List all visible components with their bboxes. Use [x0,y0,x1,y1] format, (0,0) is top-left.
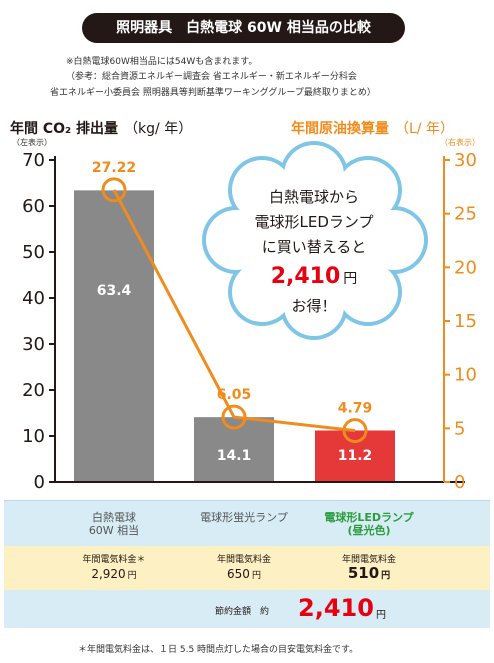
cloud-puff-inner [364,210,424,270]
bar-2 [315,430,395,482]
callout-cloud [202,141,428,340]
callout-amount-unit: 円 [343,271,358,287]
right-tick-label-6: 30 [454,150,477,171]
left-tick-label-0: 0 [34,472,45,493]
right-tick-label-2: 10 [454,365,477,386]
left-axis-title-text: 年間 CO₂ 排出量 [10,121,119,137]
category-incandescent-line1: 白熱電球 [92,511,136,524]
cloud-puff-inner [248,174,380,306]
category-led-line2: (昼光色) [347,524,391,537]
fee-value-fluorescent-num: 650 [227,567,250,581]
savings-row: 節約金額 約 2,410 円 [4,590,490,628]
note-line-2: （参考：総合資源エネルギー調査会 省エネルギー・新エネルギー分科会 [66,72,357,82]
oil-line [112,189,356,433]
right-tick-label-3: 15 [454,311,477,332]
footnote: ＊年間電気料金は、１日 5.5 時間点灯した場合の目安電気料金です。 [78,645,359,655]
note-line-3: 省エネルギー小委員会 照明器具等判断基準ワーキンググループ最終取りまとめ） [50,88,376,98]
callout-line-5: お得！ [291,297,337,315]
right-axis-title-text: 年間原油換算量 [291,121,389,137]
chart-svg: 63.4 14.1 11.2 0 10 20 30 40 50 60 70 0 5 10 15 20 25 30 2… [22,141,477,493]
fee-row: 年間電気料金＊ 2,920 円 年間電気料金 650 円 年間電気料金 510 円 [4,546,490,590]
left-axis-sub: （左表示） [12,138,52,147]
right-tick-label-5: 25 [454,204,477,225]
callout-line-2: 電球形LEDランプ [254,213,374,231]
callout-amount-value: 2,410 [270,264,341,289]
right-tick-label-1: 5 [454,418,465,439]
category-fluorescent: 電球形蛍光ランプ [174,511,314,524]
page-title: 照明器具 白熱電球 60W 相当品の比較 [82,13,405,43]
oil-point-0 [101,177,127,203]
note-line-1: ※白熱電球60W相当品には54Wも含まれます。 [66,57,258,67]
right-tick-label-4: 20 [454,257,477,278]
left-tick-label-3: 30 [22,334,45,355]
savings-unit: 円 [376,610,386,621]
fee-value-incandescent: 2,920 円 [44,567,184,581]
fee-label-led: 年間電気料金 [341,555,396,565]
left-tick-label-7: 70 [22,150,45,171]
left-axis-title: 年間 CO₂ 排出量 （kg/ 年） [10,118,192,138]
callout-line-1: 白熱電球から [268,188,359,206]
left-tick-label-6: 60 [22,196,45,217]
fee-label-fluorescent: 年間電気料金 [216,555,271,565]
category-led-line1: 電球形LEDランプ [324,511,414,524]
fee-value-led-unit: 円 [381,571,391,581]
fee-value-incandescent-num: 2,920 [91,567,126,581]
left-tick-label-1: 10 [22,426,45,447]
bar-value-label-1: 14.1 [217,448,252,464]
oil-value-label-1: 6.05 [217,387,252,403]
bar-value-label-2: 11.2 [338,448,373,464]
category-fluorescent-line1: 電球形蛍光ランプ [200,511,288,524]
right-axis-sub: （右表示） [440,138,480,147]
oil-point-1 [221,404,247,430]
fee-value-fluorescent-unit: 円 [251,571,261,581]
left-tick-label-2: 20 [22,380,45,401]
bar-value-label-0: 63.4 [97,283,132,299]
bar-0 [74,190,154,483]
left-axis-unit: （kg/ 年） [124,121,193,137]
callout-amount: 2,410 円 [214,264,414,289]
left-tick-label-4: 40 [22,288,45,309]
right-tick-label-0: 0 [454,472,465,493]
category-led: 電球形LEDランプ (昼光色) [299,511,439,537]
category-incandescent-line2: 60W 相当 [88,524,140,537]
category-incandescent: 白熱電球 60W 相当 [44,511,184,537]
oil-value-label-2: 4.79 [338,401,373,417]
fee-value-led-num: 510 [347,564,380,582]
savings-value: 2,410 [298,594,374,622]
category-row: 白熱電球 60W 相当 電球形蛍光ランプ 電球形LEDランプ (昼光色) [4,500,490,546]
fee-value-led: 510 円 [299,564,439,582]
right-axis-unit: （L/ 年） [395,121,454,137]
callout-line-3: に買い替えると [261,238,367,256]
fee-label-incandescent: 年間電気料金＊ [82,555,146,565]
fee-value-incandescent-unit: 円 [127,571,137,581]
left-tick-label-5: 50 [22,242,45,263]
oil-point-2 [342,418,368,444]
right-axis-title: 年間原油換算量 （L/ 年） [291,118,454,138]
comparison-table: 白熱電球 60W 相当 電球形蛍光ランプ 電球形LEDランプ (昼光色) 年間電… [4,500,490,628]
oil-value-label-0: 27.22 [92,160,136,176]
fee-value-fluorescent: 650 円 [174,567,314,581]
savings-label: 節約金額 約 [215,607,270,617]
